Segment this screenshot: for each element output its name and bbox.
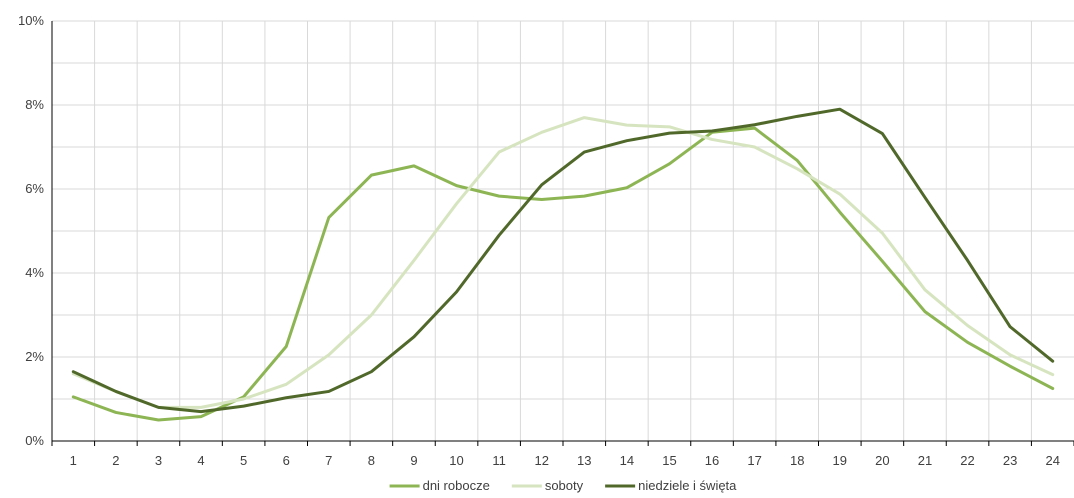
- x-tick-label: 16: [705, 453, 719, 468]
- x-tick-label: 1: [70, 453, 77, 468]
- legend-item: dni robocze: [389, 478, 490, 493]
- legend-label: niedziele i święta: [638, 478, 737, 493]
- x-tick-label: 8: [368, 453, 375, 468]
- x-tick-label: 18: [790, 453, 804, 468]
- y-tick-label: 0%: [25, 433, 44, 448]
- x-tick-label: 11: [492, 453, 506, 468]
- x-tick-label: 5: [240, 453, 247, 468]
- legend-item: niedziele i święta: [605, 478, 737, 493]
- legend-label: dni robocze: [423, 478, 490, 493]
- y-tick-label: 2%: [25, 349, 44, 364]
- x-tick-label: 15: [662, 453, 676, 468]
- series-lines: [71, 107, 1055, 422]
- x-tick-label: 13: [577, 453, 591, 468]
- x-tick-label: 6: [283, 453, 290, 468]
- y-tick-label: 10%: [18, 13, 44, 28]
- x-tick-label: 23: [1003, 453, 1017, 468]
- x-tick-label: 10: [449, 453, 463, 468]
- x-tick-label: 4: [197, 453, 204, 468]
- gridlines: [52, 20, 1074, 441]
- y-tick-label: 6%: [25, 181, 44, 196]
- y-tick-label: 4%: [25, 265, 44, 280]
- x-tick-label: 17: [747, 453, 761, 468]
- legend: dni robocze soboty niedziele i święta: [389, 478, 737, 493]
- x-tick-label: 7: [325, 453, 332, 468]
- x-tick-label: 9: [410, 453, 417, 468]
- y-tick-labels: 0% 2% 4% 6% 8% 10%: [18, 13, 44, 448]
- x-tick-label: 12: [534, 453, 548, 468]
- x-tick-label: 24: [1045, 453, 1059, 468]
- series-line-2: [71, 116, 1055, 409]
- legend-item: soboty: [511, 478, 584, 493]
- series-line-3: [71, 107, 1055, 414]
- y-tick-label: 8%: [25, 97, 44, 112]
- x-tick-label: 14: [620, 453, 634, 468]
- x-tick-label: 22: [960, 453, 974, 468]
- x-tick-labels: 1 2 3 4 5 6 7 8 9 10 11 12 13 14 15 16 17 18 19 20 21 22 23 24: [70, 453, 1060, 468]
- x-tick-label: 21: [918, 453, 932, 468]
- x-tick-label: 19: [833, 453, 847, 468]
- axes: [51, 21, 1074, 446]
- x-tick-label: 3: [155, 453, 162, 468]
- x-tick-label: 2: [112, 453, 119, 468]
- x-tick-label: 20: [875, 453, 889, 468]
- legend-label: soboty: [545, 478, 584, 493]
